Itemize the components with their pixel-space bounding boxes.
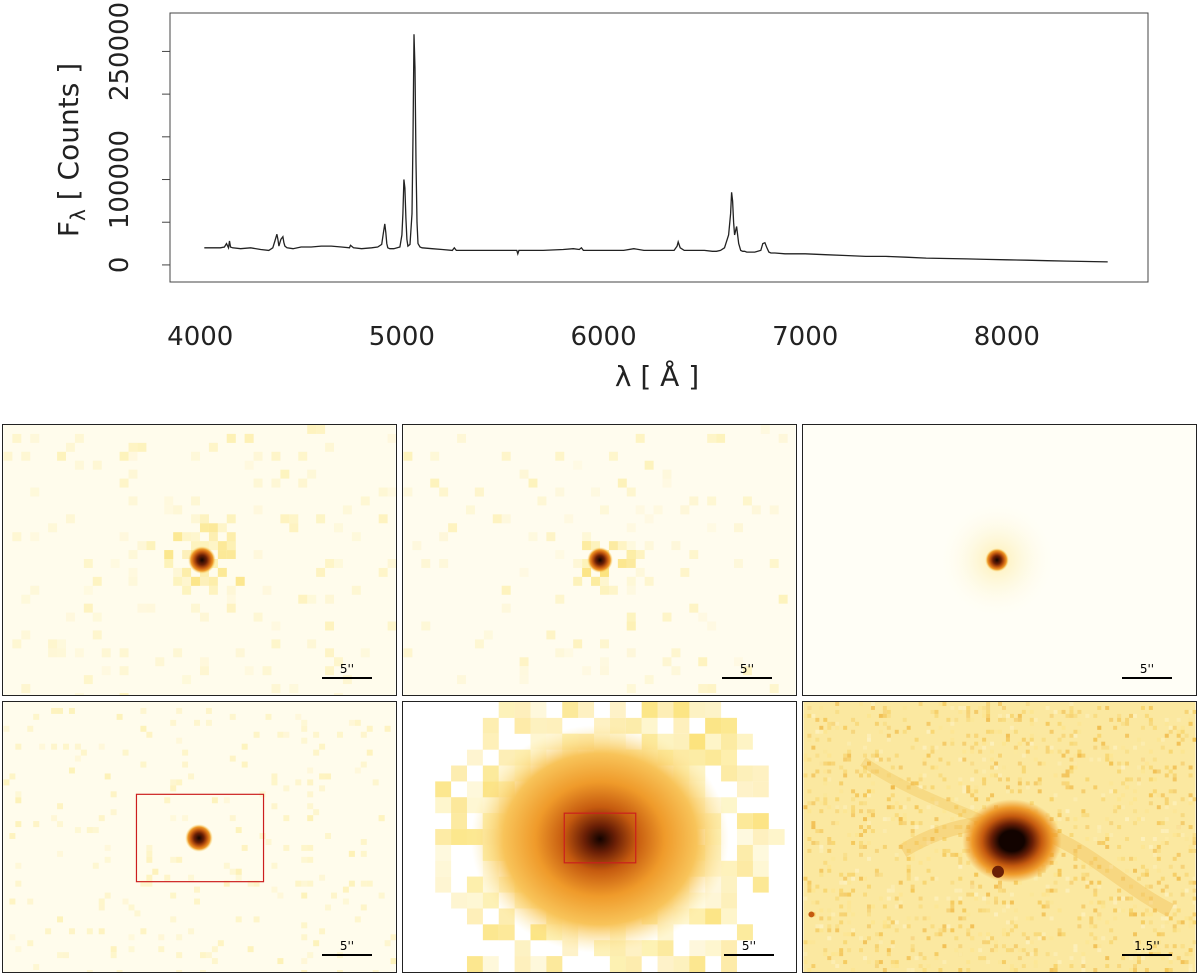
- y-axis-label: Fλ [ Counts ]: [52, 63, 90, 237]
- spectrum-line: [204, 34, 1108, 263]
- scale-bar-label: 1.5'': [1134, 939, 1160, 953]
- scale-bar-label: 5'': [339, 662, 355, 676]
- plot-frame: [169, 12, 1149, 283]
- spectrum-chart: 0 100000 250000 4000 5000 6000 7000 8000 λ [ Å…: [52, 2, 1149, 393]
- scale-bar-label: 5'': [339, 939, 355, 953]
- scale-bar-line: [1122, 954, 1172, 956]
- sky-image: [3, 702, 396, 972]
- sky-image: [403, 425, 796, 695]
- x-axis-label: λ [ Å ]: [615, 359, 699, 393]
- x-axis-ticks: 4000 5000 6000 7000 8000: [167, 322, 1040, 352]
- x-tick-label: 6000: [570, 322, 636, 352]
- scale-bar-line: [322, 954, 372, 956]
- sky-image: [3, 425, 396, 695]
- zoom-region-box: [563, 812, 637, 864]
- bright-source: [185, 824, 213, 852]
- scale-bar: 5'': [322, 663, 372, 681]
- x-tick-label: 4000: [167, 322, 233, 352]
- secondary-source: [992, 865, 1004, 878]
- x-tick-label: 8000: [974, 322, 1040, 352]
- image-panel-1: 5'': [2, 424, 397, 696]
- scale-bar: 1.5'': [1122, 940, 1172, 958]
- scale-bar: 5'': [722, 663, 772, 681]
- bright-source: [962, 799, 1062, 883]
- sky-image: [803, 702, 1196, 972]
- scale-bar-line: [1122, 677, 1172, 679]
- scale-bar-line: [724, 954, 774, 956]
- bright-source: [587, 547, 613, 573]
- scale-bar-label: 5'': [739, 662, 755, 676]
- zoom-region-box: [135, 793, 265, 883]
- svg-text:Fλ [ Counts ]: Fλ [ Counts ]: [52, 63, 90, 237]
- sky-image: [803, 425, 1196, 695]
- y-tick-label: 250000: [105, 2, 135, 101]
- y-tick-label: 100000: [105, 130, 135, 229]
- scale-bar-line: [722, 677, 772, 679]
- bright-source: [985, 548, 1009, 572]
- y-tick-label: 0: [105, 257, 135, 274]
- y-axis-ticks: 0 100000 250000: [105, 2, 170, 273]
- bright-source: [470, 724, 730, 954]
- sky-image: [403, 702, 796, 972]
- image-panel-5: 5'': [402, 701, 797, 973]
- x-tick-label: 5000: [369, 322, 435, 352]
- scale-bar-line: [322, 677, 372, 679]
- bright-source: [188, 546, 216, 574]
- scale-bar: 5'': [724, 940, 774, 958]
- image-panel-4: 5'': [2, 701, 397, 973]
- image-panel-3: 5'': [802, 424, 1197, 696]
- scale-bar: 5'': [1122, 663, 1172, 681]
- image-panel-2: 5'': [402, 424, 797, 696]
- x-tick-label: 7000: [772, 322, 838, 352]
- image-panel-6: 1.5'': [802, 701, 1197, 973]
- scale-bar: 5'': [322, 940, 372, 958]
- scale-bar-label: 5'': [741, 939, 757, 953]
- scale-bar-label: 5'': [1139, 662, 1155, 676]
